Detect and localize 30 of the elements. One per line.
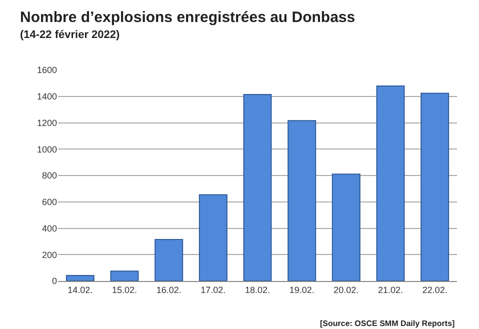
bar xyxy=(243,94,272,281)
x-tick-label: 16.02. xyxy=(156,284,182,295)
x-tick-label: 21.02. xyxy=(378,284,404,295)
bar xyxy=(332,174,360,281)
text: [Source: OSCE SMM Daily Reports] xyxy=(320,319,456,328)
y-tick-label: 1200 xyxy=(36,118,57,128)
bar xyxy=(154,238,184,281)
chart-subtitle: (14-22 février 2022) xyxy=(20,29,120,41)
y-tick-label: 200 xyxy=(42,250,57,260)
x-tick-label: 19.02. xyxy=(289,284,314,295)
x-tick-label: 14.02. xyxy=(68,284,93,295)
x-tick-label: 17.02. xyxy=(200,284,226,295)
bar xyxy=(198,194,228,281)
y-tick-label: 1000 xyxy=(36,144,57,154)
y-tick-label: 1400 xyxy=(36,92,57,102)
y-tick-label: 1600 xyxy=(36,65,57,76)
y-tick-label: 0 xyxy=(52,276,57,286)
y-tick-label: 400 xyxy=(42,223,57,234)
bar xyxy=(110,270,139,281)
bar xyxy=(66,274,94,281)
x-tick-label: 18.02. xyxy=(244,284,270,295)
x-tick-label: 22.02. xyxy=(422,284,448,295)
chart-title: Nombre d’explosions enregistrées au Donbass xyxy=(20,9,356,26)
bar xyxy=(288,120,316,281)
bar xyxy=(376,85,405,281)
x-tick-label: 15.02. xyxy=(112,284,138,295)
bar xyxy=(420,92,450,281)
y-tick-label: 800 xyxy=(42,170,57,181)
x-tick-label: 20.02. xyxy=(334,284,359,295)
y-tick-label: 600 xyxy=(42,197,57,208)
